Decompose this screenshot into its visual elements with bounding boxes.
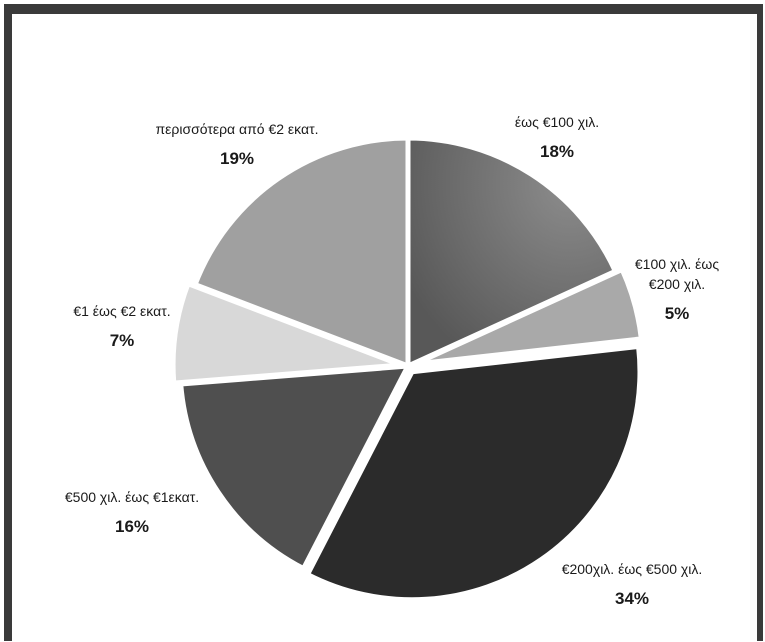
slice-label: έως €100 χιλ. [515, 114, 599, 130]
slice-label: €1 έως €2 εκατ. [73, 303, 170, 319]
slice-value-label: 7% [110, 331, 135, 350]
slice-label: €100 χιλ. έως [635, 256, 719, 272]
slice-label: περισσότερα από €2 εκατ. [155, 121, 318, 137]
slice-label: €200 χιλ. [649, 276, 705, 292]
pie-slice [178, 363, 413, 573]
pie-slice [304, 343, 643, 603]
slice-label: €500 χιλ. έως €1εκατ. [65, 489, 199, 505]
pie-slice [170, 280, 402, 386]
slice-value-label: 18% [540, 142, 574, 161]
pie-chart: έως €100 χιλ. 18% €100 χιλ. έως €200 χιλ. 5%… [65, 114, 719, 608]
slice-value-label: 16% [115, 517, 149, 536]
pie-slice [191, 135, 411, 370]
slice-label: €200χιλ. έως €500 χιλ. [562, 561, 703, 577]
pie-slice [405, 135, 619, 370]
slice-value-label: 34% [615, 589, 649, 608]
chart-frame: έως €100 χιλ. 18% €100 χιλ. έως €200 χιλ. 5%… [4, 4, 763, 641]
slice-value-label: 19% [220, 149, 254, 168]
pie-slice [413, 266, 645, 367]
slice-value-label: 5% [665, 304, 690, 323]
